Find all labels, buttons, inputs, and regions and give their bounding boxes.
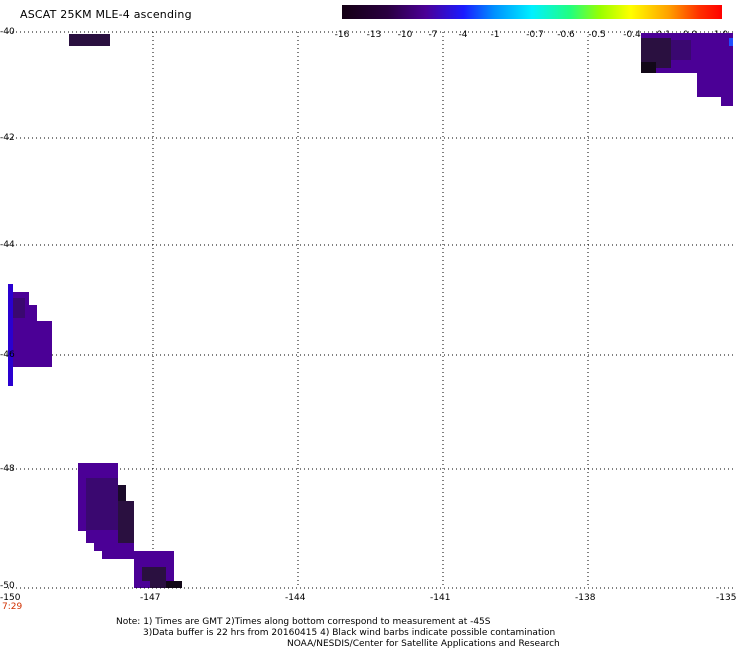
colorbar-label: -0.6 — [557, 30, 575, 40]
latitude-label: -50 — [0, 581, 15, 591]
swath-bottom — [78, 463, 182, 588]
map-title: ASCAT 25KM MLE-4 ascending — [20, 8, 192, 21]
colorbar-label: -1 — [490, 30, 500, 40]
longitude-label: -150 — [0, 593, 21, 603]
latitude-label: -48 — [0, 464, 15, 474]
longitude-label: -135 — [716, 593, 737, 603]
swath-top-left — [69, 34, 110, 46]
note-line-1: Note: 1) Times are GMT 2)Times along bot… — [116, 617, 491, 627]
note-line-2: 3)Data buffer is 22 hrs from 20160415 4)… — [143, 628, 556, 638]
swath-top-right — [641, 33, 733, 106]
swath-left — [8, 284, 52, 386]
colorbar — [342, 5, 722, 19]
colorbar-label: -4 — [458, 30, 468, 40]
latitude-label: -44 — [0, 240, 15, 250]
colorbar-label: -0.7 — [526, 30, 544, 40]
colorbar-label: -16 — [334, 30, 350, 40]
grid — [8, 31, 733, 588]
colorbar-label: -7 — [428, 30, 438, 40]
colorbar-label: -0.4 — [623, 30, 641, 40]
latitude-label: -40 — [0, 27, 15, 37]
latitude-label: -46 — [0, 350, 15, 360]
latitude-label: -42 — [0, 133, 15, 143]
longitude-label: -147 — [140, 593, 161, 603]
note-line-3: NOAA/NESDIS/Center for Satellite Applica… — [287, 639, 560, 649]
longitude-label: -138 — [575, 593, 596, 603]
longitude-label: -141 — [430, 593, 451, 603]
colorbar-label: -10 — [397, 30, 413, 40]
time-label: 7:29 — [2, 602, 23, 612]
colorbar-label: -13 — [366, 30, 382, 40]
colorbar-label: -0.5 — [588, 30, 606, 40]
longitude-label: -144 — [285, 593, 306, 603]
